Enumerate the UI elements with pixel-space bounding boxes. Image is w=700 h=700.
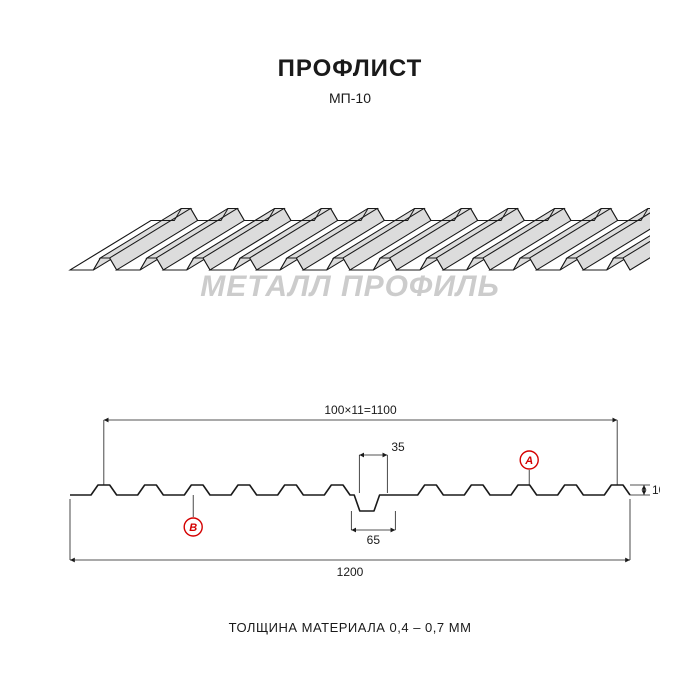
- marker-b: B: [189, 522, 197, 534]
- thickness-note: ТОЛЩИНА МАТЕРИАЛА 0,4 – 0,7 ММ: [0, 620, 700, 635]
- page-subtitle: МП-10: [0, 90, 700, 106]
- marker-a: A: [524, 455, 533, 467]
- page-title: ПРОФЛИСТ: [0, 55, 700, 83]
- isometric-view: [50, 130, 650, 310]
- page: ПРОФЛИСТ МП-10 МЕТАЛЛ ПРОФИЛЬ 100×11=110…: [0, 0, 700, 700]
- svg-text:100×11=1100: 100×11=1100: [324, 403, 397, 417]
- svg-text:1200: 1200: [337, 565, 364, 579]
- cross-section: 100×11=1100 35 65 1200 10 A B: [40, 380, 660, 580]
- svg-text:35: 35: [391, 440, 405, 454]
- svg-text:10: 10: [652, 483, 660, 497]
- svg-text:65: 65: [367, 533, 381, 547]
